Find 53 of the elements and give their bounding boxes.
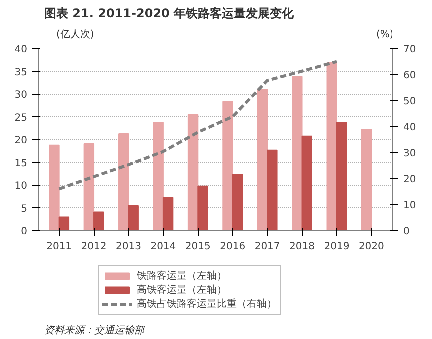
y-tick-label: 5 bbox=[21, 204, 28, 215]
bar bbox=[232, 174, 244, 230]
bar bbox=[336, 122, 348, 230]
bar bbox=[188, 114, 199, 230]
bar bbox=[302, 136, 312, 230]
y2-tick-label: 60 bbox=[404, 70, 416, 82]
x-tick-label: 2020 bbox=[358, 242, 384, 252]
y-tick-label: 10 bbox=[14, 181, 28, 192]
bar bbox=[128, 205, 139, 230]
y2-tick-label: 40 bbox=[404, 122, 416, 134]
legend-label: 高铁客运量（左轴） bbox=[137, 284, 227, 297]
y-tick-label: 0 bbox=[21, 226, 28, 238]
y2-tick-label: 70 bbox=[404, 44, 416, 56]
y2-tick-label: 10 bbox=[404, 200, 416, 212]
x-tick-label: 2012 bbox=[81, 242, 107, 252]
y-tick-label: 30 bbox=[14, 90, 28, 101]
y-axis-title: (亿人次) bbox=[56, 30, 94, 40]
bar bbox=[326, 62, 338, 230]
y2-tick-label: 20 bbox=[404, 174, 416, 186]
bar bbox=[198, 186, 208, 230]
y2-tick-label: 50 bbox=[404, 96, 416, 108]
bar bbox=[257, 88, 268, 230]
chart-title: 图表 21. 2011-2020 年铁路客运量发展变化 bbox=[44, 6, 296, 20]
x-tick-label: 2018 bbox=[290, 242, 315, 252]
x-tick-label: 2016 bbox=[220, 242, 246, 252]
x-tick-label: 2017 bbox=[254, 242, 280, 252]
y-tick-label: 35 bbox=[14, 67, 28, 78]
bar bbox=[162, 197, 174, 230]
bar bbox=[267, 150, 278, 230]
y-tick-label: 15 bbox=[14, 158, 28, 170]
bar bbox=[49, 144, 60, 230]
x-tick-label: 2019 bbox=[324, 242, 350, 252]
legend-label: 铁路客运量（左轴） bbox=[137, 270, 227, 283]
y2-tick-label: 0 bbox=[404, 226, 410, 238]
bar bbox=[58, 216, 70, 230]
bar bbox=[222, 101, 234, 230]
bar bbox=[94, 212, 104, 230]
y-tick-label: 25 bbox=[14, 112, 28, 124]
y-tick-label: 20 bbox=[14, 136, 28, 146]
text: 资料来源：交通运输部 bbox=[44, 324, 146, 336]
bar bbox=[153, 122, 164, 230]
line-series bbox=[58, 60, 338, 191]
legend-label: 高铁占铁路客运量比重（右轴） bbox=[137, 298, 277, 311]
x-tick-label: 2014 bbox=[150, 242, 176, 252]
y2-tick-label: 30 bbox=[404, 148, 416, 160]
bar bbox=[118, 134, 130, 230]
y-tick-label: 40 bbox=[14, 44, 28, 56]
bar bbox=[84, 144, 95, 230]
x-tick-label: 2013 bbox=[116, 242, 142, 252]
x-tick-label: 2011 bbox=[46, 242, 72, 252]
bar bbox=[361, 128, 372, 230]
bar bbox=[292, 76, 303, 230]
x-tick-label: 2015 bbox=[185, 242, 211, 252]
